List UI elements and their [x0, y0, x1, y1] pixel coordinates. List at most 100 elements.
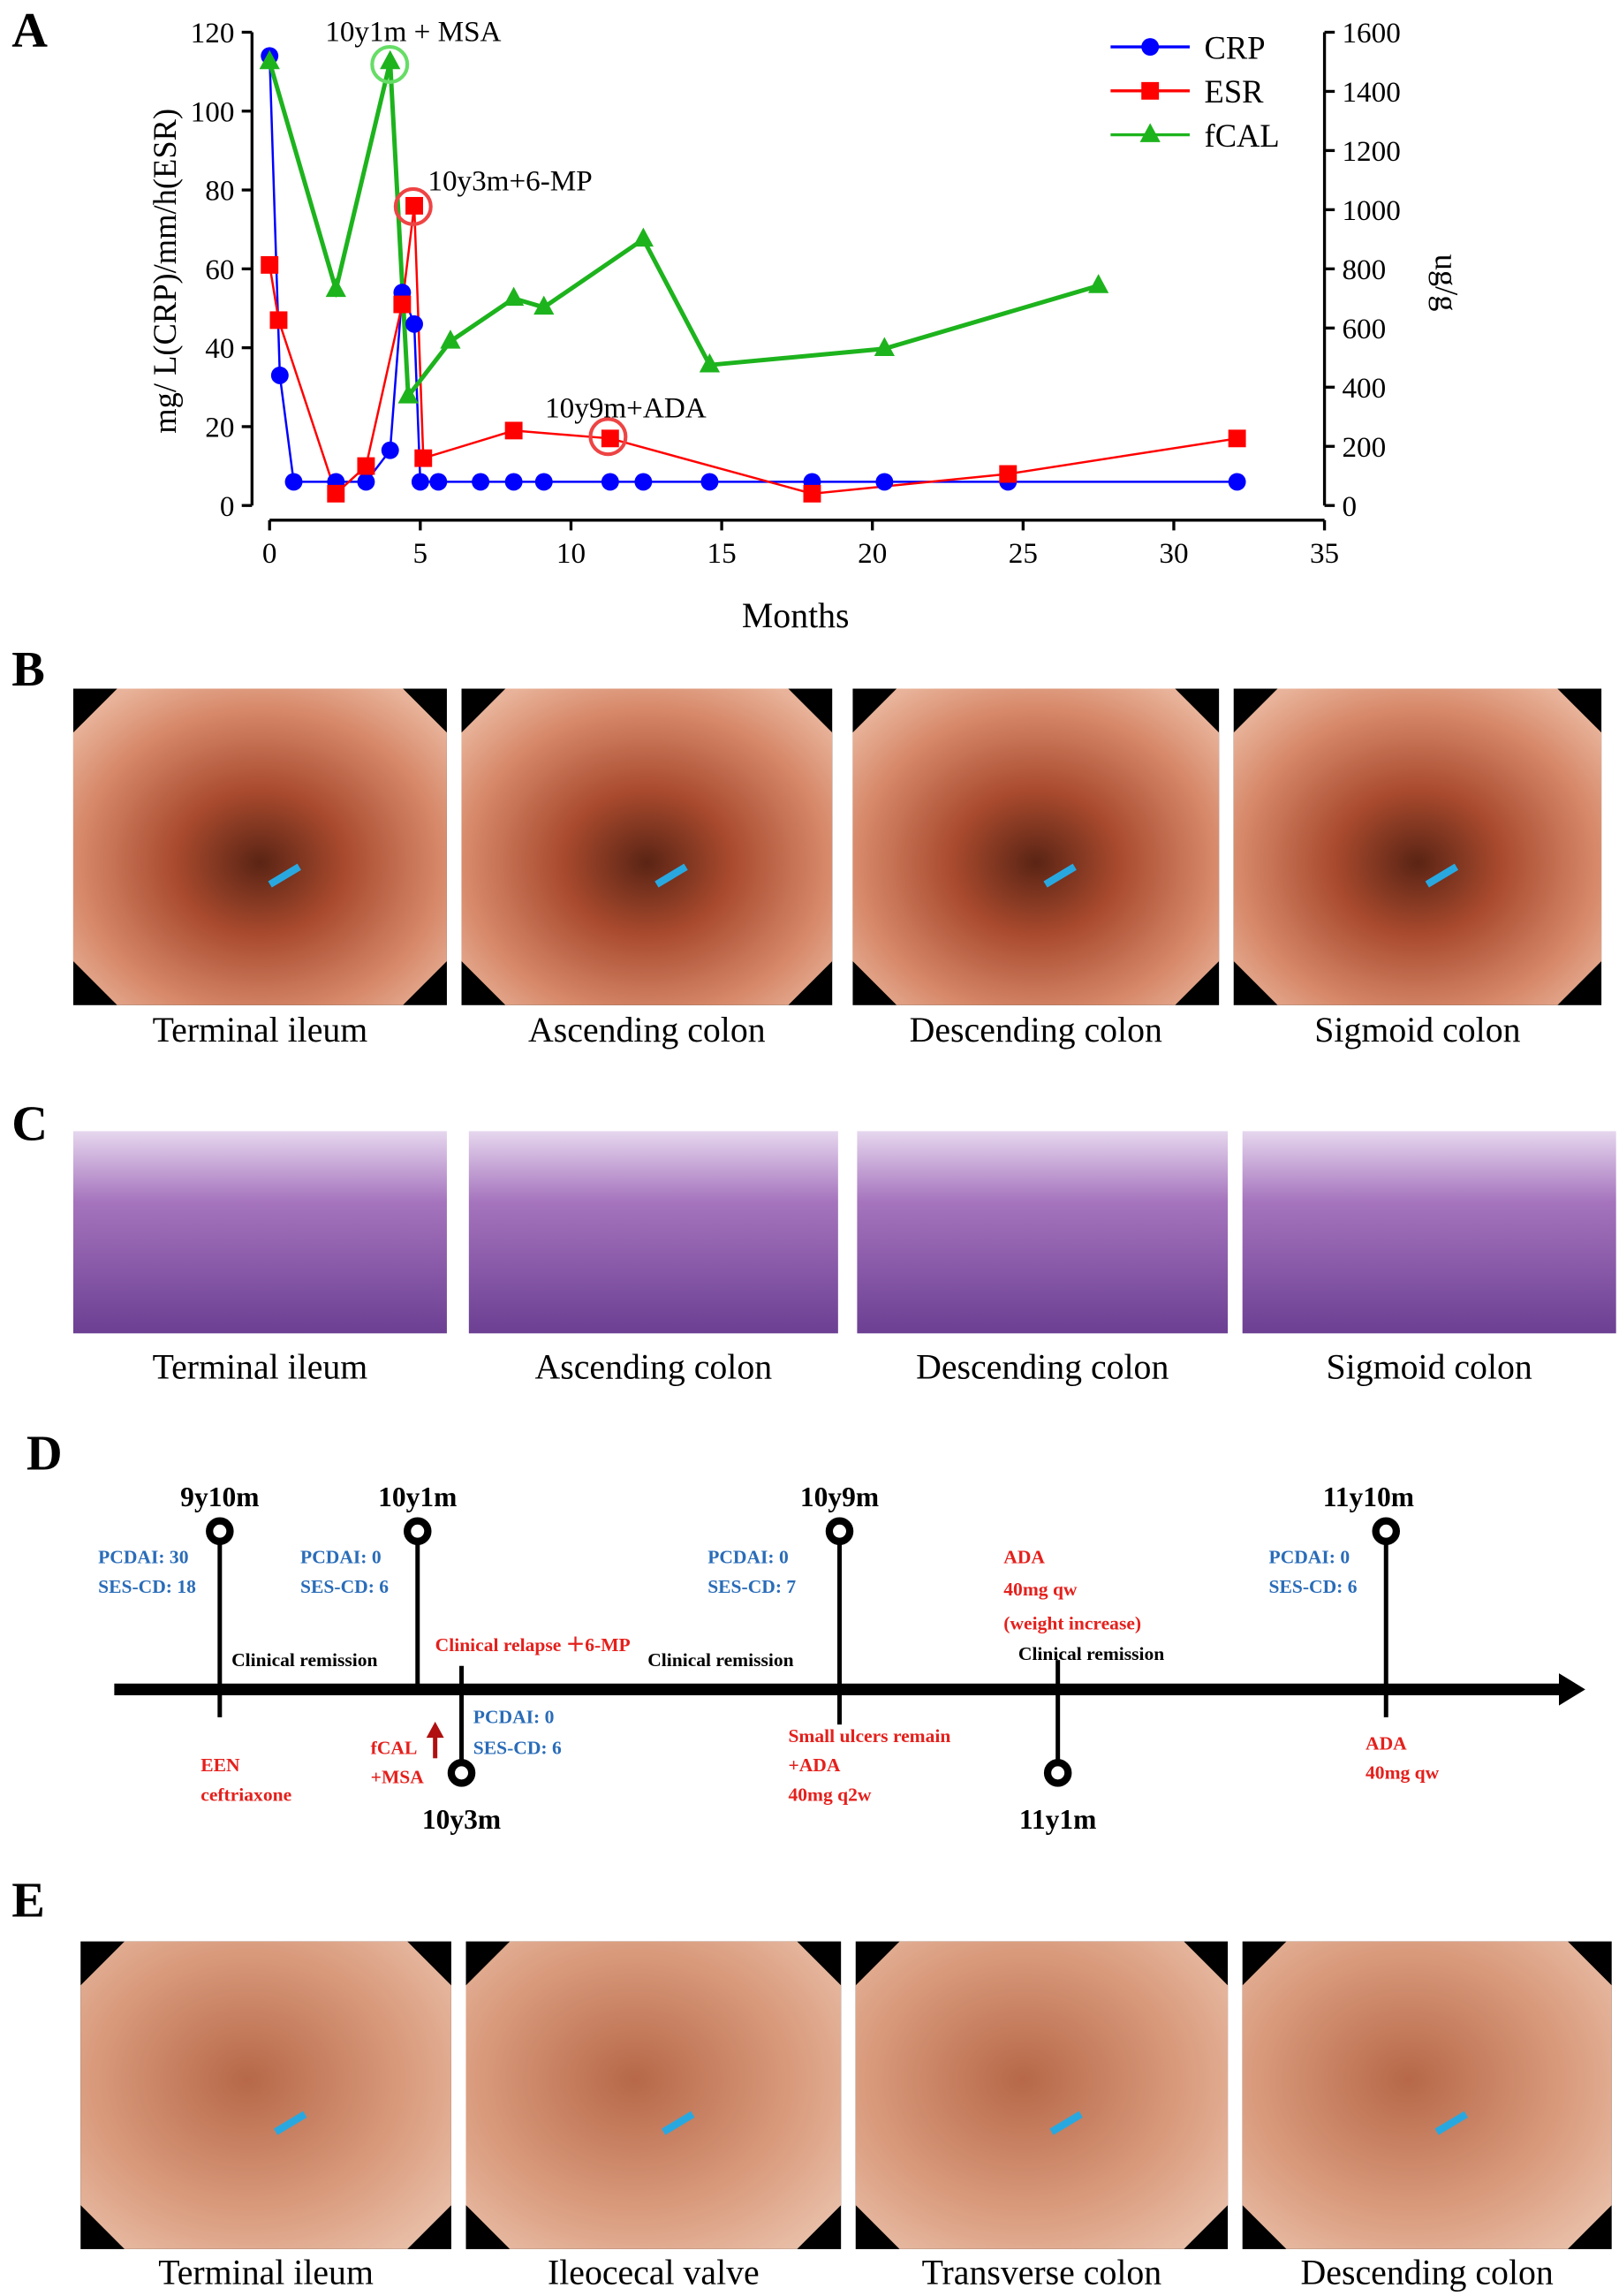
panel-label: A	[11, 4, 48, 58]
point	[405, 314, 423, 333]
score: PCDAI: 0	[300, 1547, 382, 1568]
point	[429, 473, 448, 491]
point	[325, 277, 346, 298]
node-label: 10y3m	[422, 1804, 501, 1835]
score: SES-CD: 6	[473, 1737, 562, 1758]
phase: Clinical remission	[647, 1649, 793, 1671]
image-caption: Terminal ileum	[158, 2254, 374, 2292]
point	[261, 255, 279, 274]
y2-tick-label: 1000	[1342, 194, 1400, 227]
event: ceftriaxone	[200, 1784, 291, 1805]
point	[634, 473, 653, 491]
arrow-marker	[654, 863, 688, 888]
node-label: 10y9m	[800, 1481, 879, 1512]
legend-label: CRP	[1205, 29, 1266, 65]
x-tick-label: 35	[1310, 537, 1339, 570]
endoscopy-image	[1233, 688, 1602, 1005]
endoscopy-image	[80, 1941, 451, 2249]
event: EEN	[200, 1754, 240, 1776]
point	[700, 473, 719, 491]
arrow-marker	[268, 863, 301, 888]
point	[380, 49, 401, 70]
image-caption: Transverse colon	[922, 2254, 1162, 2292]
event: 40mg qw	[1366, 1762, 1440, 1784]
annotation: 10y3m+6-MP	[427, 165, 592, 198]
point	[440, 330, 461, 349]
y-tick-label: 60	[205, 254, 234, 286]
point	[699, 352, 721, 373]
x-tick-label: 10	[556, 537, 586, 570]
point	[1228, 473, 1246, 491]
point	[393, 295, 412, 314]
y2-tick-label: 600	[1342, 313, 1386, 345]
image-caption: Ascending colon	[535, 1348, 773, 1387]
endoscopy-image	[852, 688, 1220, 1005]
y2-tick-label: 0	[1342, 490, 1357, 523]
node-label: 11y10m	[1323, 1481, 1414, 1512]
point	[472, 473, 490, 491]
point	[284, 473, 303, 491]
point	[270, 366, 289, 384]
legend-marker	[1139, 123, 1161, 142]
annotation: 10y9m+ADA	[545, 392, 707, 425]
y-tick-label: 0	[220, 490, 235, 523]
arrow-marker	[273, 2110, 307, 2135]
point	[414, 449, 433, 467]
x-tick-label: 20	[858, 537, 887, 570]
event: fCAL	[371, 1737, 418, 1758]
node-label: 9y10m	[180, 1481, 259, 1512]
legend-marker	[1141, 81, 1160, 100]
x-tick-label: 5	[413, 537, 428, 570]
image-caption: Descending colon	[910, 1011, 1162, 1049]
legend-label: fCAL	[1205, 117, 1280, 154]
arrow-marker	[1043, 863, 1077, 888]
point	[875, 473, 894, 491]
point	[411, 473, 429, 491]
x-tick-label: 25	[1009, 537, 1038, 570]
timeline-arrowhead	[1558, 1673, 1585, 1706]
y2-tick-label: 1600	[1342, 17, 1400, 49]
event: 40mg qw	[1003, 1579, 1078, 1600]
y-tick-label: 80	[205, 175, 234, 208]
event: ADA	[1003, 1547, 1045, 1568]
node-circle	[1043, 1759, 1072, 1787]
event: Small ulcers remain	[788, 1725, 950, 1747]
y-tick-label: 100	[191, 95, 235, 128]
point	[1228, 429, 1246, 448]
point	[397, 384, 419, 404]
point	[504, 473, 523, 491]
event: 40mg q2w	[788, 1784, 871, 1805]
arrow-marker	[1434, 2110, 1468, 2135]
score: SES-CD: 6	[1269, 1576, 1358, 1597]
endoscopy-image	[465, 1941, 842, 2249]
node-label: 11y1m	[1019, 1804, 1097, 1835]
y-tick-label: 20	[205, 412, 234, 444]
timeline: 9y10m 10y1m 10y3m 10y9m 11y1m 11y10m PCD…	[98, 1481, 1585, 1835]
image-caption: Terminal ileum	[153, 1011, 368, 1049]
panel-label: C	[11, 1096, 48, 1151]
series-line	[268, 56, 1237, 483]
annotation-circle	[370, 45, 410, 84]
image-caption: Descending colon	[916, 1348, 1169, 1387]
point	[405, 196, 423, 215]
endoscopy-image	[855, 1941, 1229, 2249]
image-caption: Sigmoid colon	[1327, 1348, 1532, 1387]
y-tick-label: 120	[191, 17, 235, 49]
node-circle	[825, 1517, 854, 1545]
endoscopy-image	[461, 688, 833, 1005]
point	[327, 484, 345, 503]
y-tick-label: 40	[205, 332, 234, 365]
arrow-marker	[1049, 2110, 1083, 2135]
image-caption: Ileocecal valve	[548, 2254, 760, 2292]
image-caption: Descending colon	[1301, 2254, 1554, 2292]
point	[504, 421, 523, 440]
y-axis-title: mg/ L(CRP)/mm/h(ESR)	[147, 109, 183, 434]
event: ADA	[1366, 1732, 1407, 1754]
point	[357, 473, 375, 491]
phase: Clinical remission	[231, 1649, 377, 1671]
phase: Clinical remission	[1018, 1643, 1164, 1664]
panel-label: D	[26, 1427, 63, 1481]
endoscopy-image	[72, 688, 447, 1005]
score: PCDAI: 0	[473, 1706, 555, 1727]
